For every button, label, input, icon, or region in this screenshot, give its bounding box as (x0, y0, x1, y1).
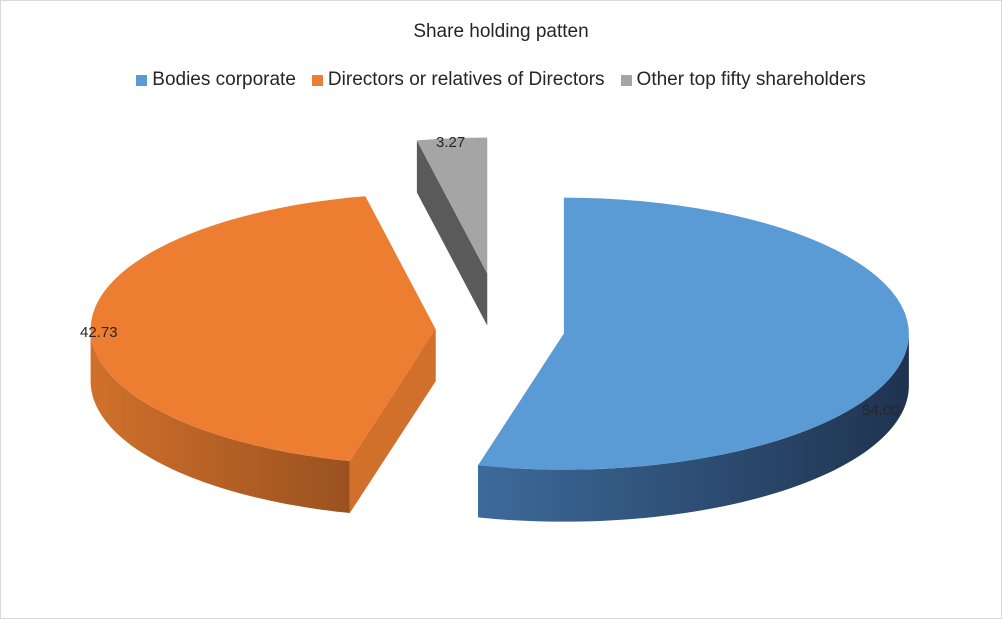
legend-item-other-top-fifty: Other top fifty shareholders (620, 69, 866, 91)
slice-other-top-fifty (416, 137, 488, 326)
legend-swatch-directors (311, 74, 323, 86)
legend-label-bodies-corporate: Bodies corporate (152, 69, 296, 90)
chart-title: Share holding patten (413, 21, 589, 42)
slice-cut-face-other-top-fifty-0 (416, 140, 488, 326)
slice-cut-face-directors-0 (349, 329, 436, 514)
data-label-bodies-corporate: 54.00 (862, 402, 900, 419)
legend-swatch-bodies-corporate (136, 74, 148, 86)
slice-side-bodies-corporate (478, 333, 909, 522)
legend: Bodies corporate Directors or relatives … (1, 69, 1001, 91)
slice-side-directors (90, 329, 350, 514)
legend-label-other-top-fifty: Other top fifty shareholders (636, 69, 866, 90)
data-label-other-top-fifty: 3.27 (436, 134, 465, 151)
slice-top-directors (90, 196, 436, 462)
data-label-directors: 42.73 (80, 324, 118, 341)
slice-directors (90, 196, 436, 514)
legend-item-directors: Directors or relatives of Directors (311, 69, 605, 91)
legend-swatch-other-top-fifty (620, 74, 632, 86)
legend-item-bodies-corporate: Bodies corporate (136, 69, 296, 91)
slice-bodies-corporate (478, 197, 909, 522)
legend-label-directors: Directors or relatives of Directors (327, 69, 605, 90)
slice-top-bodies-corporate (478, 197, 909, 470)
slice-top-other-top-fifty (416, 137, 488, 274)
